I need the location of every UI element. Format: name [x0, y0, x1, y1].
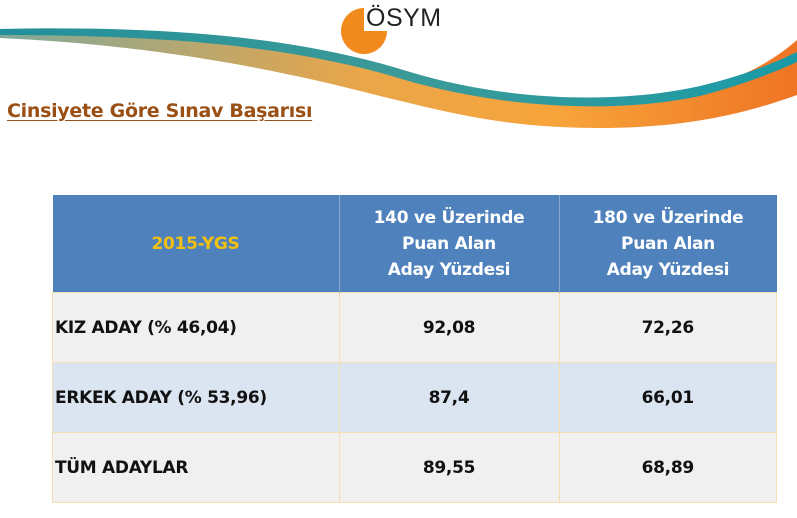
osym-logo-mark — [341, 8, 387, 54]
row-label: ERKEK ADAY (% 53,96) — [52, 362, 340, 433]
header-col-180-line: Aday Yüzdesi — [606, 259, 730, 280]
table-row: KIZ ADAY (% 46,04) 92,08 72,26 — [52, 292, 777, 363]
cell-180: 72,26 — [558, 292, 777, 363]
page-title: Cinsiyete Göre Sınav Başarısı — [7, 100, 313, 122]
header-col-180-line: Puan Alan — [621, 233, 715, 254]
header-col-140: 140 ve Üzerinde Puan Alan Aday Yüzdesi — [339, 195, 560, 293]
table-row: ERKEK ADAY (% 53,96) 87,4 66,01 — [52, 362, 777, 433]
osym-logo-text: ÖSYM — [366, 4, 442, 32]
header-col-140-line: 140 ve Üzerinde — [373, 207, 525, 228]
table-header-row: 2015-YGS 140 ve Üzerinde Puan Alan Aday … — [52, 195, 777, 293]
row-label: KIZ ADAY (% 46,04) — [52, 292, 340, 363]
cell-140: 89,55 — [338, 432, 560, 503]
header-wave-decoration — [0, 28, 797, 128]
header-corner: 2015-YGS — [52, 195, 340, 293]
header-col-140-line: Puan Alan — [402, 233, 496, 254]
cell-140: 87,4 — [338, 362, 560, 433]
header-col-140-line: Aday Yüzdesi — [387, 259, 511, 280]
cell-140: 92,08 — [338, 292, 560, 363]
exam-success-table: 2015-YGS 140 ve Üzerinde Puan Alan Aday … — [52, 195, 777, 503]
table-row: TÜM ADAYLAR 89,55 68,89 — [52, 432, 777, 503]
cell-180: 66,01 — [558, 362, 777, 433]
header-col-180: 180 ve Üzerinde Puan Alan Aday Yüzdesi — [559, 195, 777, 293]
cell-180: 68,89 — [558, 432, 777, 503]
row-label: TÜM ADAYLAR — [52, 432, 340, 503]
header-col-180-line: 180 ve Üzerinde — [592, 207, 744, 228]
